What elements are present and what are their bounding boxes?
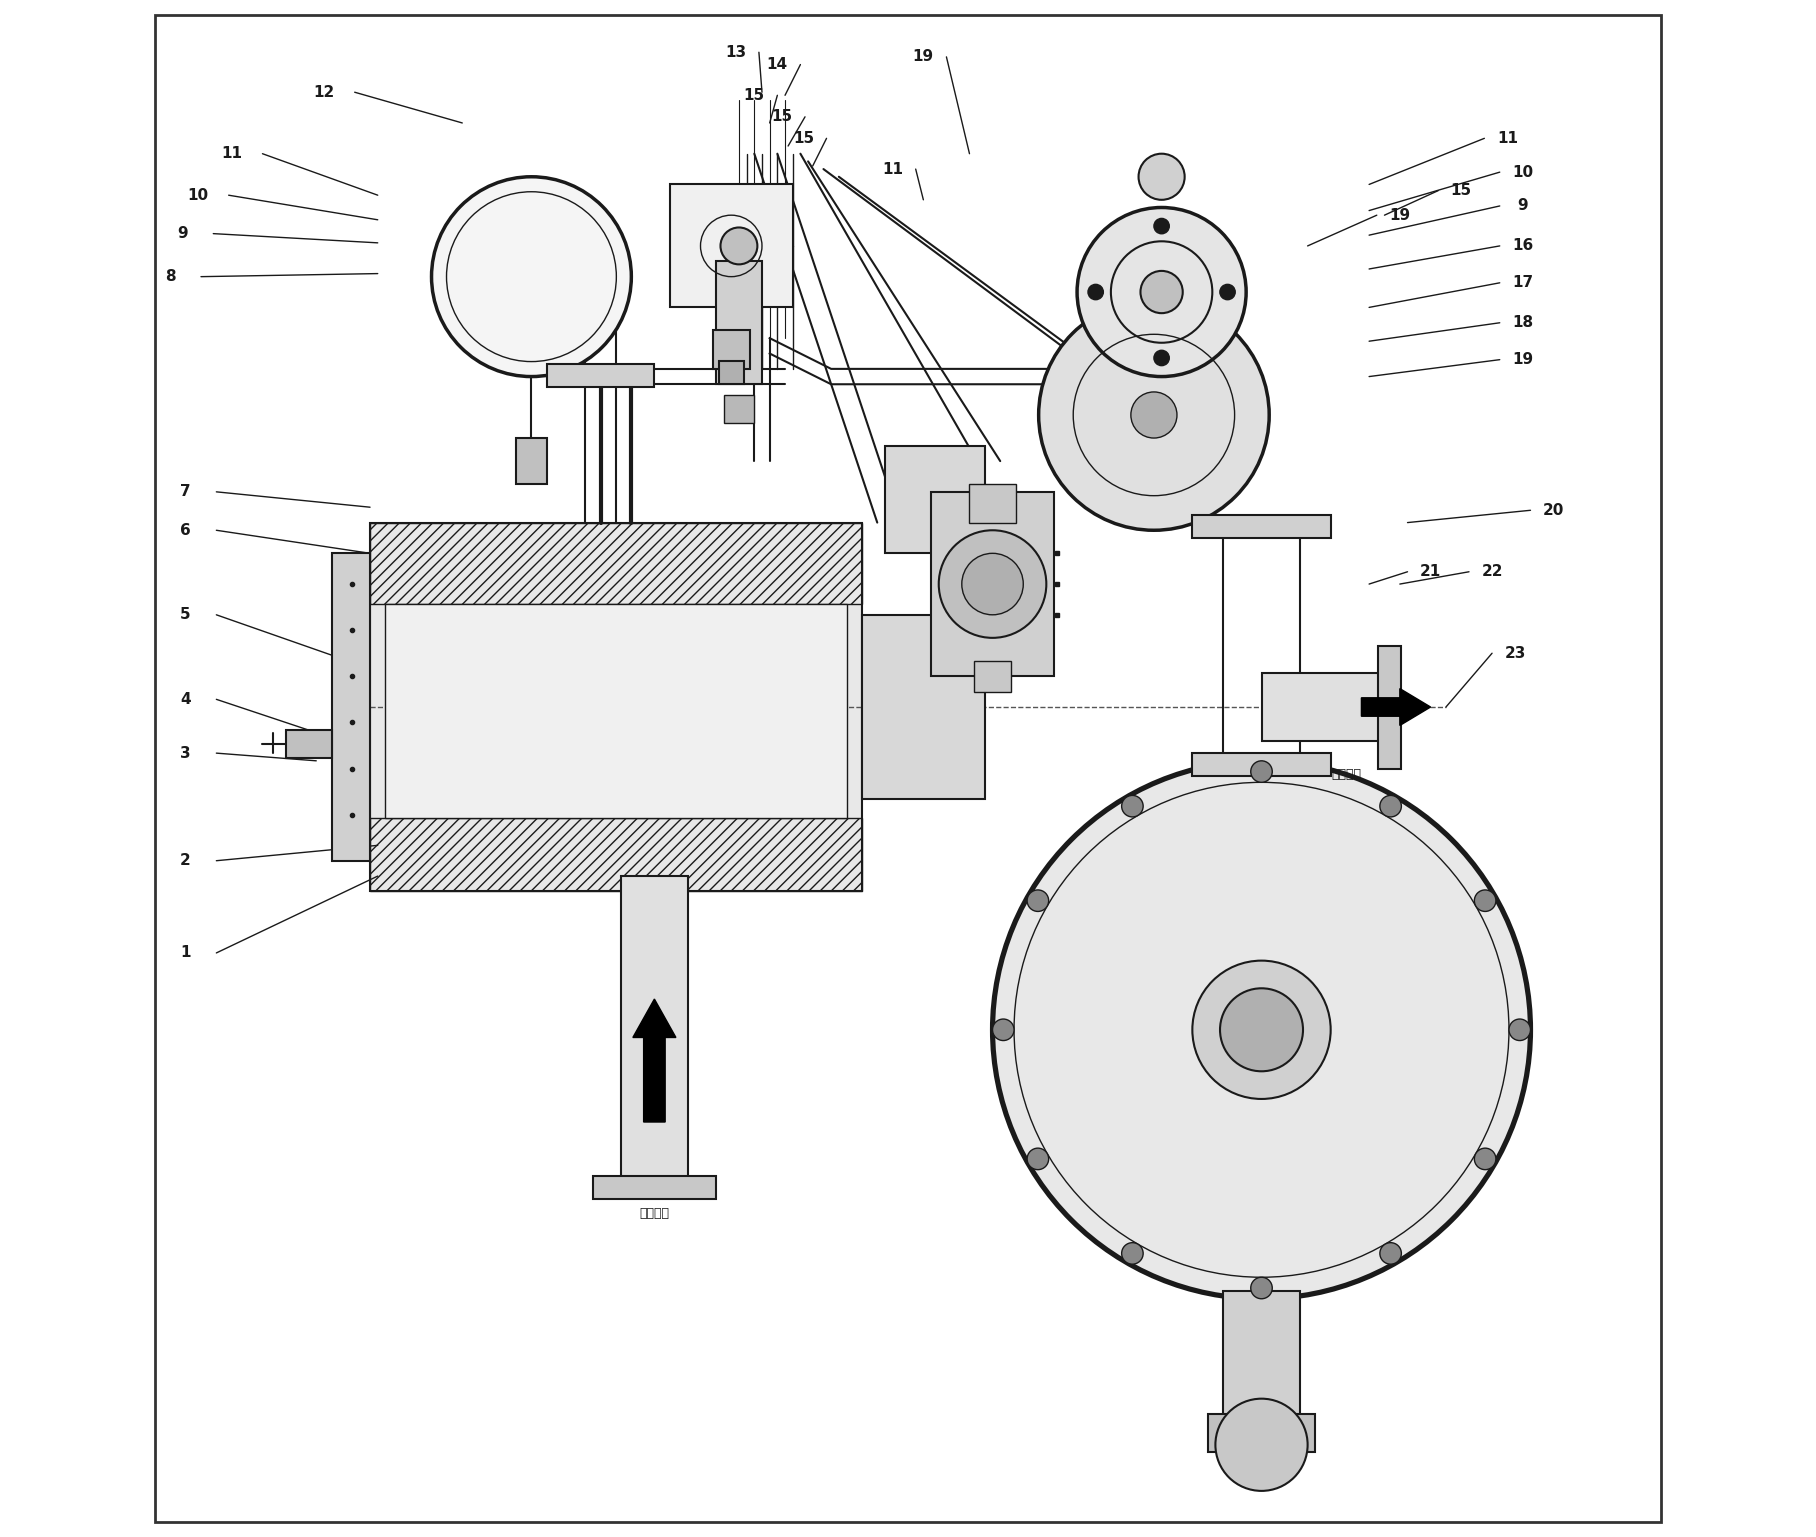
Bar [863, 615, 984, 799]
Text: 9: 9 [1518, 198, 1527, 214]
Bar [1262, 673, 1384, 741]
Bar [714, 330, 750, 369]
Bar [1378, 646, 1402, 768]
Circle shape [1215, 1399, 1308, 1491]
Text: 19: 19 [1513, 352, 1533, 367]
Bar [516, 438, 547, 484]
Text: 11: 11 [883, 161, 903, 177]
Circle shape [1220, 284, 1235, 300]
Circle shape [1039, 300, 1269, 530]
Text: 14: 14 [766, 57, 788, 72]
Circle shape [1122, 1242, 1142, 1263]
Circle shape [1380, 796, 1402, 818]
Text: 15: 15 [745, 88, 765, 103]
Text: 12: 12 [314, 85, 334, 100]
FancyArrow shape [1362, 689, 1431, 725]
Text: 20: 20 [1544, 503, 1564, 518]
Text: 6: 6 [180, 523, 191, 538]
Bar [370, 523, 863, 891]
Text: 2: 2 [180, 853, 191, 868]
Text: 9: 9 [739, 241, 748, 257]
Text: 15: 15 [772, 109, 792, 124]
Circle shape [1077, 207, 1246, 377]
Text: 10: 10 [187, 188, 209, 203]
Bar [285, 730, 332, 758]
Text: 18: 18 [1513, 315, 1533, 330]
Circle shape [1153, 218, 1170, 234]
Text: 燃气出口: 燃气出口 [1331, 768, 1360, 781]
Text: 4: 4 [180, 692, 191, 707]
Text: 1: 1 [180, 945, 191, 961]
Text: 13: 13 [725, 45, 746, 60]
Bar [370, 818, 863, 891]
Circle shape [962, 553, 1022, 615]
Circle shape [939, 530, 1046, 638]
Circle shape [993, 1019, 1013, 1041]
Circle shape [1509, 1019, 1531, 1041]
Circle shape [1475, 890, 1496, 911]
Circle shape [1131, 392, 1177, 438]
Circle shape [1139, 154, 1184, 200]
Bar [932, 492, 1053, 676]
Bar [884, 446, 984, 553]
Bar [621, 876, 688, 1183]
Bar [385, 604, 846, 818]
Bar [723, 395, 754, 423]
Bar [973, 661, 1012, 692]
Bar [547, 364, 654, 387]
Circle shape [1220, 988, 1304, 1071]
Bar [1193, 753, 1331, 776]
Bar [1208, 1414, 1315, 1452]
Text: 10: 10 [1513, 164, 1533, 180]
FancyArrow shape [634, 999, 676, 1122]
Bar [332, 553, 370, 861]
Circle shape [993, 761, 1531, 1299]
Text: 11: 11 [222, 146, 242, 161]
Text: 23: 23 [1504, 646, 1525, 661]
Bar [670, 184, 794, 307]
Text: 9: 9 [178, 226, 187, 241]
Circle shape [1028, 1148, 1048, 1170]
Text: 5: 5 [180, 607, 191, 622]
Text: 3: 3 [180, 745, 191, 761]
Bar [592, 1176, 716, 1199]
Text: 19: 19 [1389, 207, 1411, 223]
Circle shape [1475, 1148, 1496, 1170]
Bar [1224, 1291, 1300, 1422]
Text: 8: 8 [165, 269, 176, 284]
Circle shape [1380, 1242, 1402, 1263]
Text: 22: 22 [1482, 564, 1504, 579]
Text: 15: 15 [1451, 183, 1473, 198]
Text: 19: 19 [913, 49, 933, 65]
Circle shape [1251, 761, 1273, 782]
Bar [716, 261, 763, 384]
Text: 16: 16 [1513, 238, 1533, 254]
Text: 8: 8 [696, 215, 706, 231]
Circle shape [1088, 284, 1104, 300]
Bar [970, 484, 1015, 523]
Bar [370, 523, 863, 604]
Circle shape [1028, 890, 1048, 911]
Text: 7: 7 [180, 484, 191, 500]
Text: 21: 21 [1420, 564, 1442, 579]
Text: 11: 11 [1496, 131, 1518, 146]
Circle shape [432, 177, 632, 377]
Circle shape [721, 227, 757, 264]
Circle shape [1122, 796, 1142, 818]
Text: 17: 17 [1513, 275, 1533, 290]
Circle shape [1193, 961, 1331, 1099]
Text: 燃气进口: 燃气进口 [639, 1207, 670, 1219]
Circle shape [1153, 350, 1170, 366]
Bar [719, 361, 743, 384]
Circle shape [1251, 1277, 1273, 1299]
Text: 15: 15 [794, 131, 814, 146]
Bar [1193, 515, 1331, 538]
Circle shape [1140, 271, 1182, 314]
